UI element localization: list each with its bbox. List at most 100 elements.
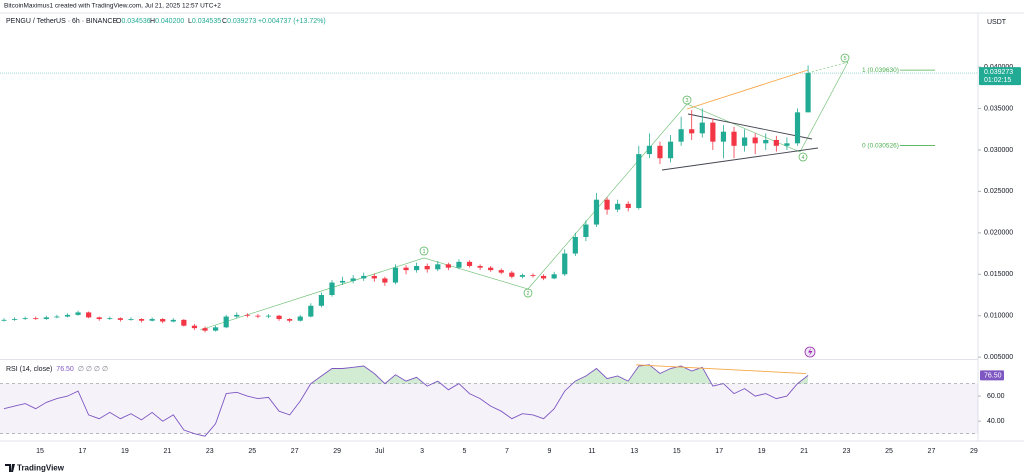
wave-label: 4 — [801, 155, 804, 161]
rsi-line — [3, 364, 809, 437]
wave-marker — [798, 152, 808, 162]
candle-body — [678, 129, 684, 142]
candle-body — [117, 318, 123, 320]
candle-body — [96, 317, 102, 320]
candle-body — [540, 275, 547, 279]
candle-body — [149, 319, 155, 321]
candle-body — [466, 261, 473, 266]
candle-body — [350, 278, 356, 281]
wave-label: 1 — [422, 249, 425, 255]
x-tick-label: 9 — [547, 448, 551, 455]
candle-body — [519, 275, 526, 277]
candle-body — [361, 275, 367, 279]
candle-body — [308, 305, 314, 317]
wave-marker — [419, 246, 429, 256]
countdown: 01:02:15 — [984, 77, 1011, 84]
candle-body — [54, 316, 60, 318]
x-tick-label: 3 — [420, 448, 424, 455]
y-tick-label: 0.020000 — [984, 230, 1013, 237]
candle-body — [255, 315, 261, 317]
candle-body — [646, 145, 652, 155]
ohlc-value: 0.039273 — [227, 18, 256, 25]
candle-body — [234, 314, 240, 317]
candle-body — [593, 199, 600, 225]
candle-body — [710, 122, 716, 142]
candle-body — [202, 328, 208, 331]
rsi-name: RSI (14, close) — [6, 366, 52, 373]
candle-body — [339, 280, 346, 283]
ohlc-item: O0.034536 — [116, 18, 151, 25]
ohlc-value: 0.034536 — [121, 18, 150, 25]
y-tick-label: 0.035000 — [984, 105, 1013, 112]
candle-body — [22, 318, 28, 320]
candle-body — [276, 315, 282, 320]
wave-marker — [523, 288, 533, 298]
candle-body — [160, 319, 166, 322]
x-tick-label: 27 — [291, 448, 299, 455]
x-tick-label: 25 — [248, 448, 256, 455]
candle-body — [435, 264, 441, 270]
x-tick-label: 29 — [333, 448, 341, 455]
candle-body — [805, 73, 811, 113]
candle-body — [64, 314, 71, 317]
rsi-value: 76.50 — [56, 366, 74, 373]
wave-label: 2 — [526, 291, 529, 297]
wave-line — [199, 61, 849, 331]
candle-body — [477, 265, 483, 268]
x-tick-label: 27 — [928, 448, 936, 455]
symbol: PENGU / TetherUS · 6h · BINANCE — [6, 18, 117, 25]
candle-body — [615, 203, 621, 210]
attribution: BitcoinMaximus1 created with TradingView… — [4, 3, 221, 10]
y-tick-label: 0.015000 — [984, 271, 1013, 278]
x-tick-label: 23 — [843, 448, 851, 455]
last-price-label: 0.039273 — [984, 69, 1013, 76]
candle-body — [784, 143, 790, 146]
wave-marker — [682, 95, 692, 105]
candle-body — [773, 139, 779, 146]
candle-body — [562, 253, 568, 275]
candle-body — [86, 312, 92, 318]
candle-body — [625, 203, 631, 208]
x-tick-label: 5 — [463, 448, 467, 455]
rsi-title: RSI (14, close) 76.50 ∅ ∅ ∅ ∅ — [6, 366, 108, 373]
ohlc-label: H — [150, 18, 155, 25]
candle-body — [75, 312, 81, 315]
candle-body — [731, 131, 737, 146]
lightning — [808, 348, 813, 356]
candle-body — [191, 325, 198, 329]
candle-body — [181, 319, 187, 326]
x-tick-label: 17 — [79, 448, 87, 455]
ohlc-label: O — [116, 18, 122, 25]
candle-body — [752, 137, 758, 144]
wave-label: 3 — [685, 98, 688, 104]
candle-body — [583, 224, 589, 237]
x-tick-label: 7 — [505, 448, 509, 455]
last-price-box — [979, 67, 1021, 86]
y-tick-label: 0.010000 — [984, 313, 1013, 320]
candle-body — [287, 319, 293, 321]
ohlc-item: L0.034535 — [188, 18, 221, 25]
candle-body — [33, 318, 39, 320]
rsi-last-box — [980, 370, 1004, 381]
candle-body — [403, 267, 409, 271]
change: +0.004737 (+13.72%) — [258, 18, 326, 25]
candle-body — [657, 145, 663, 159]
x-tick-label: 19 — [758, 448, 766, 455]
candle-body — [392, 267, 399, 283]
fib-label: 0 (0.030526) — [862, 142, 899, 149]
candle-body — [456, 261, 462, 268]
candle-body — [794, 112, 801, 144]
candle-body — [763, 139, 769, 144]
candle-body — [107, 318, 113, 320]
candle-body — [371, 275, 377, 279]
ohlc-item: C0.039273 — [222, 18, 256, 25]
x-tick-label: 25 — [885, 448, 893, 455]
x-tick-label: 19 — [121, 448, 129, 455]
candle-body — [138, 319, 145, 321]
candle-body — [604, 199, 610, 210]
wave-marker — [840, 53, 850, 63]
rsi-divergence — [635, 364, 807, 374]
candle-body — [213, 327, 219, 331]
wave-extension — [807, 61, 849, 74]
